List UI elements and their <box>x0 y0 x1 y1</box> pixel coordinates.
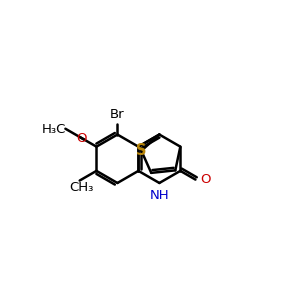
Text: O: O <box>76 132 87 145</box>
Text: CH₃: CH₃ <box>69 181 94 194</box>
Text: H₃C: H₃C <box>41 123 66 136</box>
Text: Br: Br <box>110 108 125 121</box>
Text: NH: NH <box>150 189 169 202</box>
Text: O: O <box>200 173 210 186</box>
Text: S: S <box>136 143 147 158</box>
